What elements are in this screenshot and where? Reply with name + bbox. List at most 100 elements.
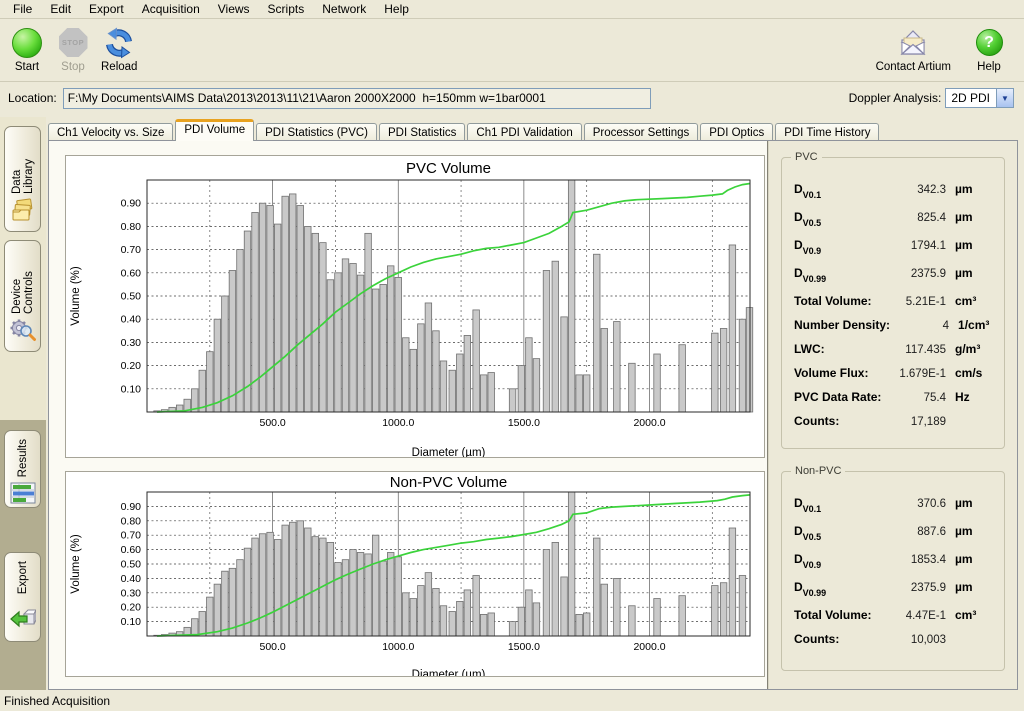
- stat-label: DV0.5: [794, 210, 822, 229]
- menu-item-scripts[interactable]: Scripts: [267, 1, 305, 16]
- menu-item-file[interactable]: File: [13, 1, 33, 16]
- y-axis-label: Volume (%): [70, 266, 82, 326]
- y-tick-label: 0.90: [121, 501, 142, 513]
- histogram-bar: [304, 226, 312, 413]
- y-tick-label: 0.30: [121, 587, 142, 599]
- menu-item-network[interactable]: Network: [322, 1, 367, 16]
- stat-unit: µm: [955, 182, 973, 196]
- folders-icon: [10, 198, 36, 225]
- histogram-bar: [402, 337, 410, 413]
- stat-label: Counts:: [794, 414, 840, 428]
- export-arrow-icon: [9, 608, 37, 635]
- histogram-bar: [583, 374, 591, 413]
- location-field[interactable]: F:\My Documents\AIMS Data\2013\2013\11\2…: [62, 87, 651, 109]
- y-tick-label: 0.40: [121, 573, 142, 585]
- histogram-bar: [266, 531, 274, 637]
- chart-canvas: PVC Volume 0.10 0.20 0.30 0.40 0.50 0.60 0.70 0.…: [70, 160, 754, 459]
- histogram-bar: [517, 606, 526, 637]
- histogram-bar: [364, 232, 372, 413]
- sidebar-item-export[interactable]: Export: [4, 552, 41, 642]
- menu-item-edit[interactable]: Edit: [50, 1, 72, 16]
- bar-chart-icon: [10, 481, 36, 508]
- panel-splitter[interactable]: [767, 141, 773, 689]
- histogram-bar: [236, 249, 244, 413]
- tab-pdi-time-history[interactable]: PDI Time History: [775, 123, 880, 142]
- menu-item-acquisition[interactable]: Acquisition: [141, 1, 200, 16]
- stat-row-total-volume: Total Volume: 5.21E-1 cm³: [794, 294, 994, 318]
- histogram-bar: [213, 318, 222, 413]
- start-button-label: Start: [14, 61, 40, 73]
- menu-item-export[interactable]: Export: [89, 1, 124, 16]
- histogram-bar: [394, 556, 402, 637]
- histogram-bar: [198, 611, 206, 637]
- histogram-bar: [281, 524, 289, 637]
- stat-row-number-density: Number Density: 4 1/cm³: [794, 318, 994, 342]
- chart-title: Non-PVC Volume: [390, 474, 508, 491]
- toolbar: Start STOP Stop Reload: [0, 19, 1024, 82]
- y-tick-label: 0.40: [121, 314, 142, 326]
- y-tick-label: 0.80: [121, 221, 142, 233]
- histogram-bar: [508, 621, 517, 637]
- start-button[interactable]: Start: [6, 25, 48, 74]
- histogram-bar: [456, 353, 464, 413]
- doppler-analysis-group: Doppler Analysis: 2D PDI ▼: [849, 88, 1014, 108]
- contact-artium-button[interactable]: Contact Artium: [873, 25, 954, 74]
- doppler-analysis-select[interactable]: 2D PDI ▼: [945, 88, 1014, 108]
- histogram-bar: [191, 618, 199, 637]
- stat-row-d-v0-99: DV0.99 2375.9 µm: [794, 266, 994, 294]
- histogram-bar: [472, 575, 480, 637]
- reload-button[interactable]: Reload: [98, 25, 140, 74]
- histogram-bar: [678, 344, 686, 413]
- histogram-bar: [409, 348, 417, 413]
- sidebar-item-data-library[interactable]: Data Library: [4, 126, 41, 232]
- stat-label: DV0.1: [794, 496, 822, 515]
- histogram-bar: [525, 589, 533, 637]
- x-tick-label: 2000.0: [633, 641, 665, 653]
- stat-row-total-volume: Total Volume: 4.47E-1 cm³: [794, 608, 994, 632]
- histogram-bar: [508, 388, 517, 413]
- tab-pdi-volume[interactable]: PDI Volume: [175, 119, 255, 141]
- status-text: Finished Acquisition: [4, 694, 111, 708]
- histogram-bar: [600, 328, 608, 413]
- tab-ch1-velocity-vs-size[interactable]: Ch1 Velocity vs. Size: [48, 123, 174, 142]
- stat-label: PVC Data Rate:: [794, 390, 882, 404]
- location-row: Location: F:\My Documents\AIMS Data\2013…: [0, 82, 1024, 114]
- histogram-bar: [341, 559, 350, 637]
- tab-ch1-pdi-validation[interactable]: Ch1 PDI Validation: [467, 123, 582, 142]
- stat-unit: µm: [955, 496, 973, 510]
- histogram-bar: [448, 611, 456, 637]
- sidebar-item-results[interactable]: Results: [4, 430, 41, 508]
- histogram-bar: [206, 596, 214, 637]
- histogram-bar: [296, 520, 304, 637]
- sidebar-item-label: Device Controls: [10, 271, 35, 314]
- help-button[interactable]: ? Help: [968, 25, 1010, 74]
- histogram-bar: [728, 244, 737, 413]
- histogram-bar: [653, 598, 661, 637]
- histogram-bar: [326, 542, 335, 637]
- histogram-bar: [379, 560, 387, 637]
- stat-value: 1794.1: [910, 240, 946, 252]
- histogram-bar: [719, 328, 728, 413]
- histogram-bar: [409, 598, 417, 637]
- tab-processor-settings[interactable]: Processor Settings: [583, 123, 699, 142]
- stat-unit: Hz: [955, 390, 970, 404]
- histogram-bar: [213, 583, 222, 637]
- gear-magnifier-icon: [10, 318, 36, 345]
- tab-pdi-statistics-pvc[interactable]: PDI Statistics (PVC): [256, 123, 378, 142]
- tab-pdi-statistics[interactable]: PDI Statistics: [379, 123, 466, 142]
- pvc-stats-groupbox: PVC DV0.1 342.3 µm DV0.5 825.4 µm DV0.9 1794.1 µ…: [781, 151, 1005, 449]
- help-button-label: Help: [977, 61, 1001, 73]
- histogram-bar: [432, 588, 440, 637]
- menu-item-views[interactable]: Views: [217, 1, 250, 16]
- x-tick-label: 1000.0: [382, 641, 414, 653]
- combo-dropdown-button[interactable]: ▼: [996, 89, 1013, 107]
- sidebar-item-label: Results: [16, 439, 29, 478]
- menu-item-help[interactable]: Help: [384, 1, 409, 16]
- stat-value: 2375.9: [910, 582, 946, 594]
- tab-pdi-optics[interactable]: PDI Optics: [700, 123, 774, 142]
- stop-button[interactable]: STOP Stop: [52, 25, 94, 74]
- histogram-bar: [728, 527, 737, 637]
- sidebar-item-device-controls[interactable]: Device Controls: [4, 240, 41, 352]
- sidebar-item-label: Data Library: [10, 158, 35, 194]
- stat-label: Number Density:: [794, 318, 891, 332]
